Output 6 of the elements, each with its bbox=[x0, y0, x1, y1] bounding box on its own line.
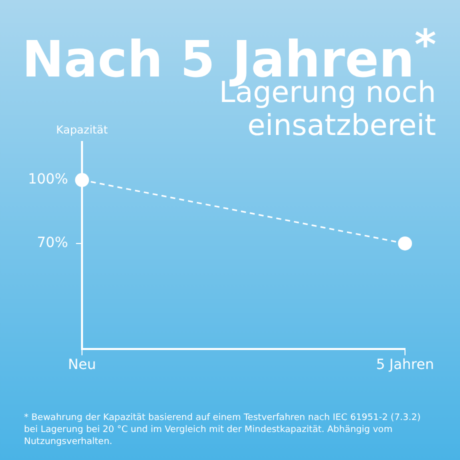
x-tick-label: 5 Jahren bbox=[376, 357, 434, 374]
y-axis-title: Kapazität bbox=[56, 123, 109, 136]
y-tick-label: 100% bbox=[28, 172, 68, 188]
y-tick-label: 70% bbox=[36, 235, 68, 252]
text: * Bewahrung der Kapazität basierend auf einem Testverfahren nach IEC 61951-2 (7.3.2) bei Lagerung bei 20 °C und im Vergleich mit der Mindestkapazität. Abhängig vom Nutzungsverhalten. bbox=[24, 412, 422, 448]
x-tick-label: Neu bbox=[68, 357, 96, 374]
